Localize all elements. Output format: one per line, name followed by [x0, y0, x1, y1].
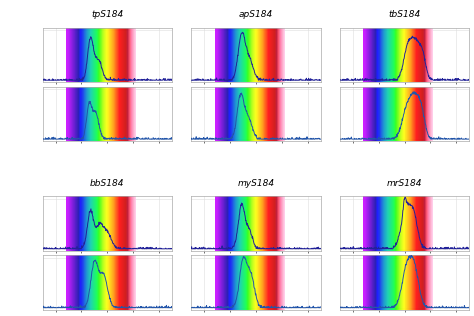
Title: mrS184: mrS184 — [387, 179, 422, 187]
Title: myS184: myS184 — [237, 179, 274, 187]
Title: bbS184: bbS184 — [90, 179, 125, 187]
Title: tbS184: tbS184 — [389, 10, 421, 19]
Title: tpS184: tpS184 — [91, 10, 123, 19]
Title: apS184: apS184 — [239, 10, 273, 19]
